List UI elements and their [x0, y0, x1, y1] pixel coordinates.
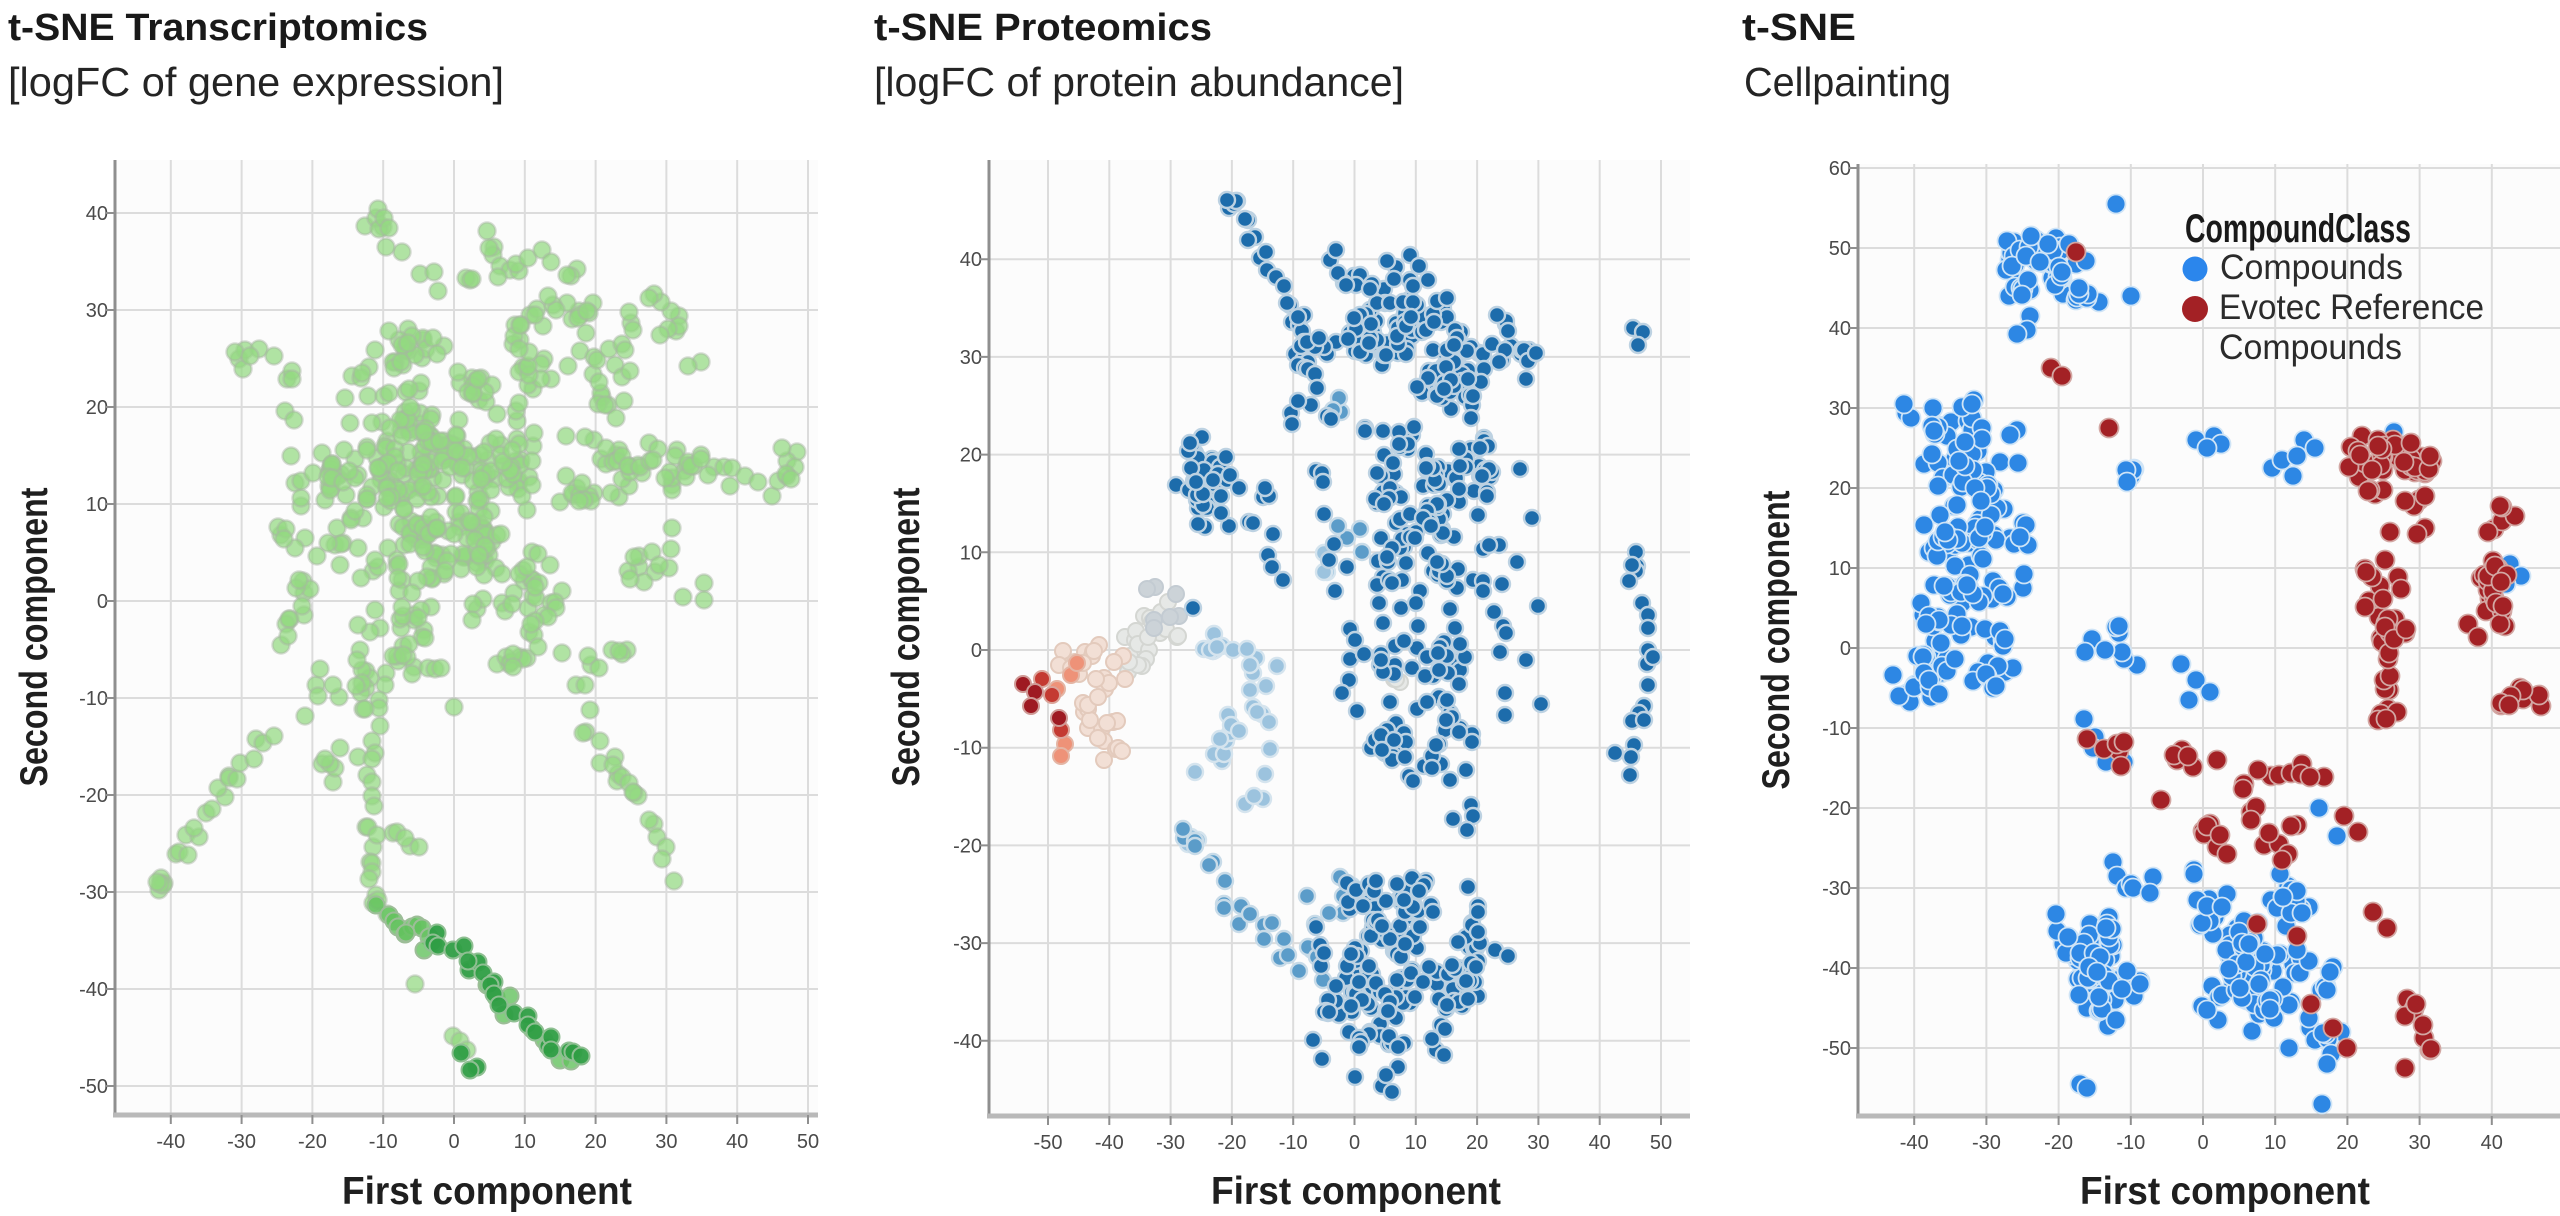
svg-text:20: 20 [2336, 1132, 2358, 1154]
svg-text:10: 10 [514, 1131, 536, 1153]
svg-text:-20: -20 [298, 1131, 327, 1153]
svg-text:-10: -10 [1279, 1132, 1308, 1154]
svg-text:t-SNE Proteomics: t-SNE Proteomics [874, 7, 1212, 49]
svg-text:30: 30 [1829, 398, 1851, 420]
svg-text:0: 0 [2197, 1132, 2208, 1154]
svg-text:10: 10 [2264, 1132, 2286, 1154]
svg-text:40: 40 [2481, 1132, 2503, 1154]
svg-text:CompoundClass: CompoundClass [2185, 207, 2411, 251]
svg-text:10: 10 [1405, 1132, 1427, 1154]
svg-text:0: 0 [1840, 638, 1851, 660]
svg-text:0: 0 [971, 640, 982, 662]
svg-text:-10: -10 [1822, 718, 1851, 740]
svg-text:-40: -40 [1095, 1132, 1124, 1154]
svg-text:20: 20 [1466, 1132, 1488, 1154]
svg-text:40: 40 [1589, 1132, 1611, 1154]
svg-text:Evotec Reference: Evotec Reference [2219, 288, 2484, 327]
svg-text:10: 10 [960, 542, 982, 564]
svg-text:20: 20 [86, 397, 108, 419]
svg-text:Cellpainting: Cellpainting [1744, 59, 1951, 105]
svg-text:50: 50 [1829, 238, 1851, 260]
svg-text:-40: -40 [79, 979, 108, 1001]
svg-text:-20: -20 [1822, 798, 1851, 820]
svg-text:[logFC of gene expression]: [logFC of gene expression] [8, 59, 504, 105]
svg-text:-30: -30 [79, 882, 108, 904]
svg-text:40: 40 [1829, 318, 1851, 340]
svg-text:Second component: Second component [885, 487, 928, 786]
svg-text:-50: -50 [79, 1076, 108, 1098]
svg-text:40: 40 [86, 203, 108, 225]
svg-text:-40: -40 [156, 1131, 185, 1153]
svg-text:-50: -50 [1822, 1038, 1851, 1060]
svg-text:-30: -30 [1822, 878, 1851, 900]
svg-text:20: 20 [960, 445, 982, 467]
svg-text:-20: -20 [79, 785, 108, 807]
svg-text:60: 60 [1829, 158, 1851, 180]
svg-text:-30: -30 [1156, 1132, 1185, 1154]
svg-text:10: 10 [1829, 558, 1851, 580]
svg-text:0: 0 [97, 591, 108, 613]
svg-text:-20: -20 [2044, 1132, 2073, 1154]
svg-text:20: 20 [584, 1131, 606, 1153]
svg-text:-10: -10 [953, 738, 982, 760]
svg-text:First component: First component [2080, 1170, 2370, 1213]
svg-text:Compounds: Compounds [2219, 328, 2402, 367]
svg-text:50: 50 [1650, 1132, 1672, 1154]
svg-text:-10: -10 [79, 688, 108, 710]
svg-text:40: 40 [726, 1131, 748, 1153]
svg-text:-40: -40 [1822, 958, 1851, 980]
svg-text:40: 40 [960, 249, 982, 271]
svg-text:0: 0 [448, 1131, 459, 1153]
svg-text:First component: First component [342, 1170, 632, 1213]
svg-text:30: 30 [1527, 1132, 1549, 1154]
svg-text:-40: -40 [953, 1031, 982, 1053]
svg-text:[logFC of protein abundance]: [logFC of protein abundance] [874, 59, 1404, 105]
svg-text:First component: First component [1211, 1170, 1501, 1213]
svg-text:30: 30 [2408, 1132, 2430, 1154]
svg-text:-20: -20 [1217, 1132, 1246, 1154]
svg-text:30: 30 [86, 300, 108, 322]
svg-text:-50: -50 [1034, 1132, 1063, 1154]
svg-text:-30: -30 [953, 933, 982, 955]
svg-text:20: 20 [1829, 478, 1851, 500]
svg-text:30: 30 [655, 1131, 677, 1153]
svg-text:-30: -30 [1972, 1132, 2001, 1154]
svg-text:30: 30 [960, 347, 982, 369]
svg-text:t-SNE: t-SNE [1742, 7, 1856, 49]
svg-text:-20: -20 [953, 835, 982, 857]
svg-text:-40: -40 [1900, 1132, 1929, 1154]
svg-text:Second component: Second component [1755, 490, 1798, 789]
svg-text:0: 0 [1349, 1132, 1360, 1154]
svg-text:t-SNE Transcriptomics: t-SNE Transcriptomics [8, 7, 428, 49]
svg-text:Second component: Second component [13, 487, 56, 786]
svg-text:50: 50 [797, 1131, 819, 1153]
svg-text:-30: -30 [227, 1131, 256, 1153]
svg-text:-10: -10 [2116, 1132, 2145, 1154]
svg-text:10: 10 [86, 494, 108, 516]
svg-text:-10: -10 [369, 1131, 398, 1153]
svg-text:Compounds: Compounds [2220, 248, 2403, 287]
